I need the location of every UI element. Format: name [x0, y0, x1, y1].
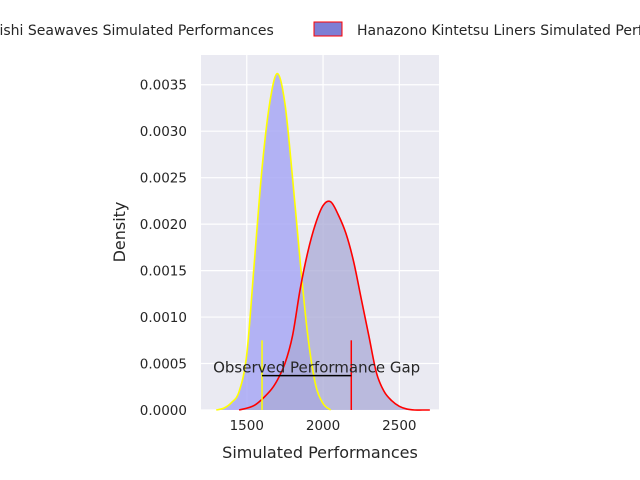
density-lines [216, 72, 430, 411]
legend-label-nishi: Nishi Seawaves Simulated Performances [0, 23, 274, 39]
gap-label: Observed Performance Gap [213, 359, 420, 377]
legend-label-hanazono: Hanazono Kintetsu Liners Simulated Perfo… [357, 23, 640, 39]
x-axis-ticks: 1500 2000 2500 [230, 418, 417, 434]
y-axis-ticks: 0.0000 0.0005 0.0010 0.0015 0.0020 0.0025 0.00… [140, 78, 187, 419]
x-axis-label: Simulated Performances [222, 443, 418, 462]
y-tick-label: 0.0000 [140, 403, 187, 419]
y-axis-label: Density [110, 202, 129, 263]
y-tick-label: 0.0020 [140, 217, 187, 233]
x-tick-label: 2000 [306, 418, 340, 434]
y-tick-label: 0.0005 [140, 357, 187, 373]
y-tick-label: 0.0010 [140, 310, 187, 326]
y-tick-label: 0.0025 [140, 171, 187, 187]
density-line-hanazono [238, 200, 430, 411]
density-line-nishi [216, 72, 332, 411]
legend: Nishi Seawaves Simulated Performances Ha… [0, 21, 640, 39]
y-tick-label: 0.0030 [140, 124, 187, 140]
y-tick-label: 0.0035 [140, 78, 187, 94]
y-tick-label: 0.0015 [140, 264, 187, 280]
x-tick-label: 1500 [230, 418, 264, 434]
x-tick-label: 2500 [382, 418, 416, 434]
legend-swatch-hanazono [313, 21, 343, 37]
observed-markers: Observed Performance Gap [213, 340, 420, 410]
